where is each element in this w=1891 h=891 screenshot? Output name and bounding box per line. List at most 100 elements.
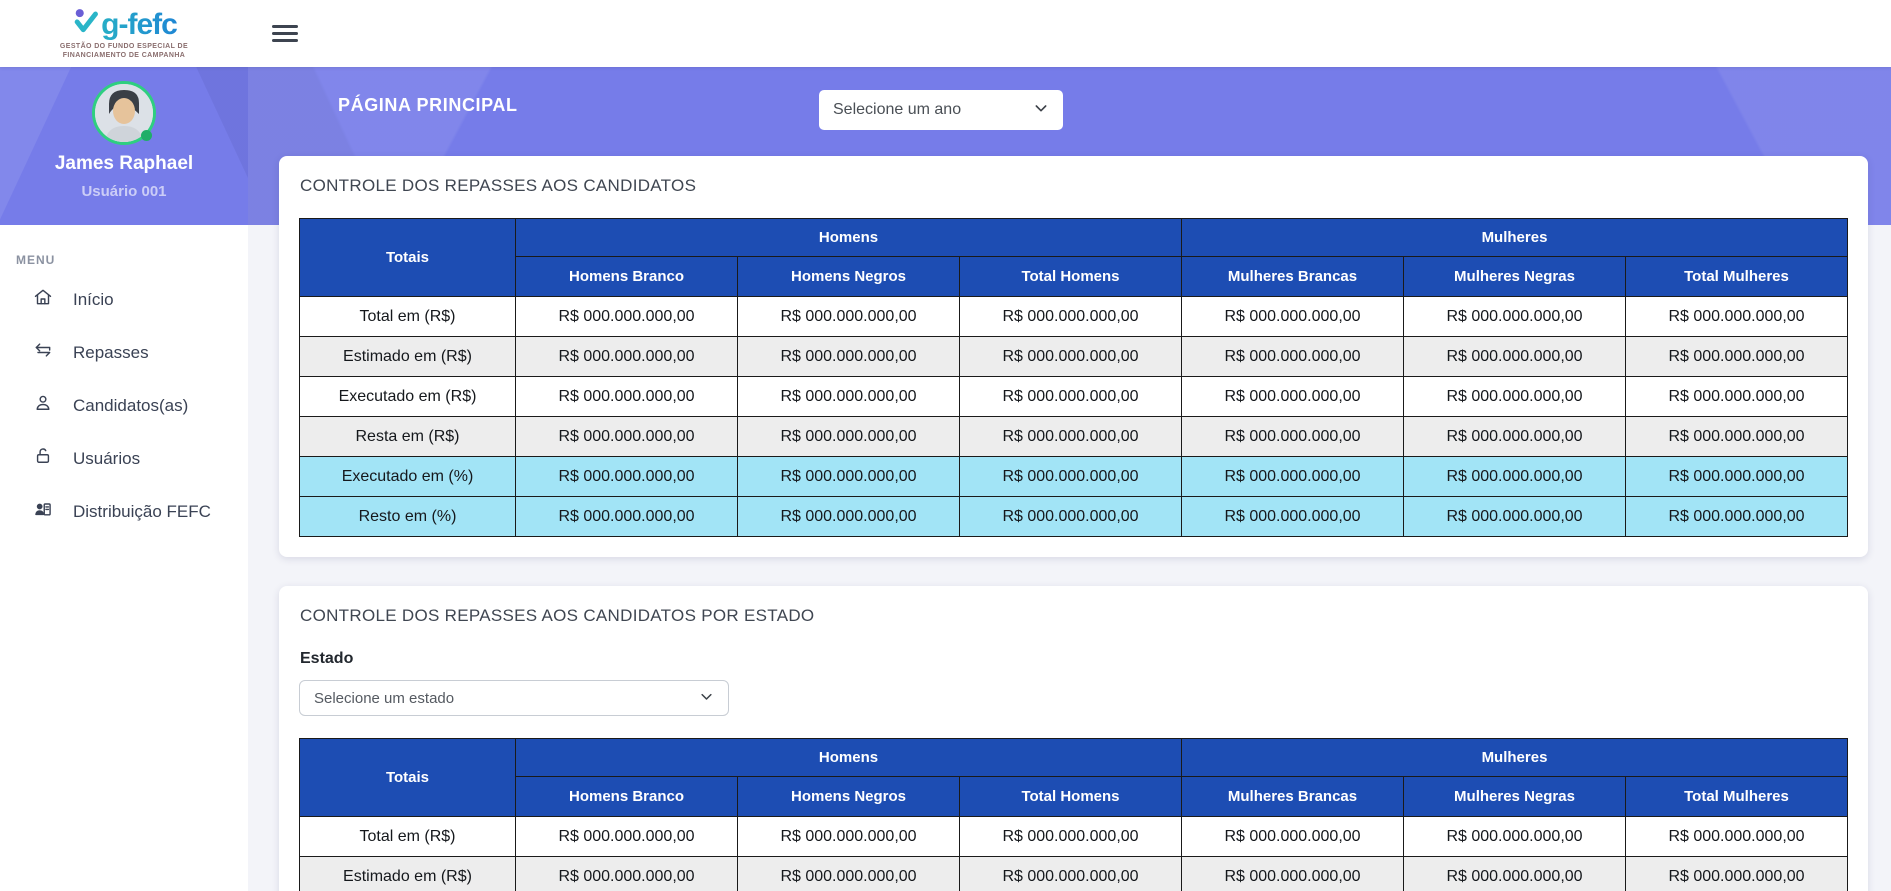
table-value-cell: R$ 000.000.000,00 (1404, 297, 1626, 337)
sidebar-menu: Início Repasses Candidatos(as) Usuários Dist… (0, 273, 248, 538)
table-value-cell: R$ 000.000.000,00 (1404, 377, 1626, 417)
row-label-cell: Estimado em (R$) (300, 337, 516, 377)
table-corner-header: Totais (300, 739, 516, 817)
table-value-cell: R$ 000.000.000,00 (516, 817, 738, 857)
estado-select-value: Selecione um estado (314, 690, 454, 707)
status-dot (141, 130, 152, 141)
table-value-cell: R$ 000.000.000,00 (1182, 337, 1404, 377)
person-icon (33, 393, 53, 418)
table-value-cell: R$ 000.000.000,00 (1626, 337, 1848, 377)
repasses-card: CONTROLE DOS REPASSES AOS CANDIDATOS Tot… (279, 156, 1868, 557)
menu-section-label: MENU (16, 253, 248, 267)
table-row: Estimado em (R$)R$ 000.000.000,00R$ 000.… (300, 337, 1848, 377)
row-label-cell: Estimado em (R$) (300, 857, 516, 891)
avatar[interactable] (92, 81, 156, 145)
card-title: CONTROLE DOS REPASSES AOS CANDIDATOS POR… (299, 586, 1848, 626)
page-title: PÁGINA PRINCIPAL (338, 95, 518, 116)
home-icon (33, 287, 53, 312)
table-column-header: Total Homens (960, 257, 1182, 297)
sidebar-item-home[interactable]: Início (0, 273, 248, 326)
table-value-cell: R$ 000.000.000,00 (1626, 497, 1848, 537)
sidebar-item-person[interactable]: Candidatos(as) (0, 379, 248, 432)
row-label-cell: Executado em (%) (300, 457, 516, 497)
table-value-cell: R$ 000.000.000,00 (1182, 417, 1404, 457)
sidebar-item-label: Candidatos(as) (73, 396, 188, 416)
table-column-header: Total Mulheres (1626, 257, 1848, 297)
id-badge-icon (33, 499, 53, 524)
table-value-cell: R$ 000.000.000,00 (1626, 817, 1848, 857)
table-column-header: Homens Negros (738, 257, 960, 297)
table-value-cell: R$ 000.000.000,00 (516, 417, 738, 457)
table-row: Executado em (%)R$ 000.000.000,00R$ 000.… (300, 457, 1848, 497)
table-value-cell: R$ 000.000.000,00 (1182, 377, 1404, 417)
repasses-estado-table: TotaisHomensMulheresHomens BrancoHomens … (299, 738, 1848, 891)
year-select-value: Selecione um ano (833, 101, 961, 119)
repasses-por-estado-card: CONTROLE DOS REPASSES AOS CANDIDATOS POR… (279, 586, 1868, 891)
table-corner-header: Totais (300, 219, 516, 297)
sidebar-item-id-badge[interactable]: Distribuição FEFC (0, 485, 248, 538)
estado-label: Estado (300, 650, 1848, 668)
sidebar-item-label: Início (73, 290, 114, 310)
table-column-header: Mulheres Negras (1404, 777, 1626, 817)
table-column-header: Mulheres Negras (1404, 257, 1626, 297)
table-value-cell: R$ 000.000.000,00 (738, 497, 960, 537)
table-value-cell: R$ 000.000.000,00 (960, 497, 1182, 537)
table-value-cell: R$ 000.000.000,00 (1626, 377, 1848, 417)
table-value-cell: R$ 000.000.000,00 (738, 857, 960, 891)
table-column-header: Total Homens (960, 777, 1182, 817)
chevron-down-icon (699, 689, 714, 708)
table-value-cell: R$ 000.000.000,00 (1182, 497, 1404, 537)
app-logo: g-fefc GESTÃO DO FUNDO ESPECIAL DE FINAN… (60, 7, 188, 61)
row-label-cell: Executado em (R$) (300, 377, 516, 417)
estado-select[interactable]: Selecione um estado (299, 680, 729, 716)
row-label-cell: Resta em (R$) (300, 417, 516, 457)
table-row: Resta em (R$)R$ 000.000.000,00R$ 000.000… (300, 417, 1848, 457)
table-value-cell: R$ 000.000.000,00 (516, 857, 738, 891)
hamburger-menu-icon[interactable] (272, 21, 298, 47)
card-title: CONTROLE DOS REPASSES AOS CANDIDATOS (299, 156, 1848, 196)
table-row: Total em (R$)R$ 000.000.000,00R$ 000.000… (300, 817, 1848, 857)
table-value-cell: R$ 000.000.000,00 (960, 297, 1182, 337)
row-label-cell: Total em (R$) (300, 817, 516, 857)
table-row: Estimado em (R$)R$ 000.000.000,00R$ 000.… (300, 857, 1848, 891)
table-value-cell: R$ 000.000.000,00 (516, 337, 738, 377)
row-label-cell: Total em (R$) (300, 297, 516, 337)
table-value-cell: R$ 000.000.000,00 (960, 457, 1182, 497)
table-value-cell: R$ 000.000.000,00 (738, 457, 960, 497)
sidebar-item-swap-arrows[interactable]: Repasses (0, 326, 248, 379)
table-row: Resto em (%)R$ 000.000.000,00R$ 000.000.… (300, 497, 1848, 537)
table-value-cell: R$ 000.000.000,00 (516, 297, 738, 337)
swap-arrows-icon (33, 340, 53, 365)
table-value-cell: R$ 000.000.000,00 (1182, 817, 1404, 857)
table-column-header: Mulheres Brancas (1182, 777, 1404, 817)
year-select[interactable]: Selecione um ano (819, 90, 1063, 130)
sidebar-item-label: Distribuição FEFC (73, 502, 211, 522)
repasses-data-table: TotaisHomensMulheresHomens BrancoHomens … (299, 738, 1848, 891)
sidebar-item-label: Usuários (73, 449, 140, 469)
table-value-cell: R$ 000.000.000,00 (738, 297, 960, 337)
table-value-cell: R$ 000.000.000,00 (738, 417, 960, 457)
table-column-header: Mulheres Brancas (1182, 257, 1404, 297)
sidebar-item-padlock[interactable]: Usuários (0, 432, 248, 485)
table-value-cell: R$ 000.000.000,00 (516, 457, 738, 497)
table-group-header: Mulheres (1182, 219, 1848, 257)
table-column-header: Homens Branco (516, 257, 738, 297)
sidebar-item-label: Repasses (73, 343, 149, 363)
table-group-header: Mulheres (1182, 739, 1848, 777)
table-value-cell: R$ 000.000.000,00 (1626, 457, 1848, 497)
table-value-cell: R$ 000.000.000,00 (1626, 857, 1848, 891)
table-value-cell: R$ 000.000.000,00 (960, 857, 1182, 891)
table-column-header: Total Mulheres (1626, 777, 1848, 817)
user-panel: James Raphael Usuário 001 (0, 67, 248, 225)
table-value-cell: R$ 000.000.000,00 (1404, 497, 1626, 537)
table-group-header: Homens (516, 219, 1182, 257)
row-label-cell: Resto em (%) (300, 497, 516, 537)
main-area: PÁGINA PRINCIPAL Selecione um ano Libera… (248, 67, 1891, 891)
table-value-cell: R$ 000.000.000,00 (1404, 337, 1626, 377)
table-value-cell: R$ 000.000.000,00 (1182, 297, 1404, 337)
table-value-cell: R$ 000.000.000,00 (1404, 457, 1626, 497)
table-value-cell: R$ 000.000.000,00 (960, 417, 1182, 457)
table-value-cell: R$ 000.000.000,00 (1626, 297, 1848, 337)
table-value-cell: R$ 000.000.000,00 (1626, 417, 1848, 457)
table-value-cell: R$ 000.000.000,00 (738, 377, 960, 417)
